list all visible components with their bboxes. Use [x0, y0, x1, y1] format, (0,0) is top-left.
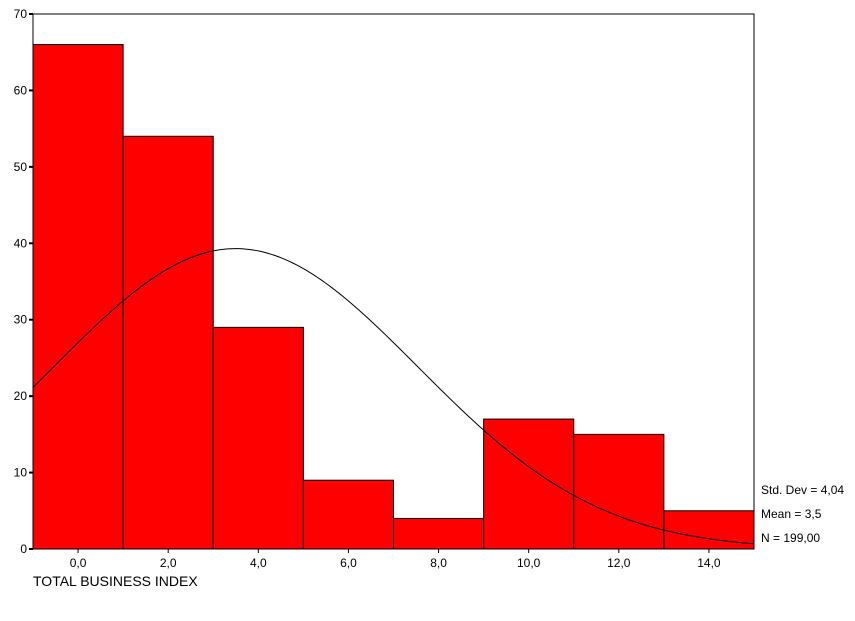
y-tick-label: 0 [20, 542, 27, 556]
histogram-bar [393, 517, 485, 550]
histogram-bar [302, 479, 394, 550]
normal-curve [32, 248, 755, 545]
stat-std-dev: Std. Dev = 4,04 [761, 483, 844, 497]
stat-mean: Mean = 3,5 [761, 507, 822, 521]
x-tick-label: 6,0 [340, 556, 357, 570]
plot-frame [32, 13, 755, 550]
y-axis: 0 10 20 30 40 50 60 70 [14, 7, 33, 556]
y-tick-label: 70 [14, 7, 28, 21]
histogram-bar [212, 326, 304, 550]
x-tick-label: 2,0 [160, 556, 177, 570]
bars-layer [32, 44, 755, 550]
x-tick-label: 0,0 [70, 556, 87, 570]
histogram-bar [573, 433, 665, 550]
x-tick-label: 4,0 [250, 556, 267, 570]
histogram-bar [122, 135, 214, 550]
x-axis: 0,0 2,0 4,0 6,0 8,0 10,0 12,0 14,0 [70, 549, 721, 570]
histogram-bar [663, 510, 755, 550]
y-tick-label: 60 [14, 83, 28, 97]
x-tick-label: 14,0 [697, 556, 721, 570]
x-axis-title: TOTAL BUSINESS INDEX [33, 573, 198, 589]
histogram-bar [32, 44, 124, 550]
histogram-bar [483, 418, 575, 550]
x-tick-label: 8,0 [430, 556, 447, 570]
y-tick-label: 50 [14, 160, 28, 174]
y-tick-label: 20 [14, 389, 28, 403]
stat-n: N = 199,00 [761, 531, 820, 545]
x-tick-label: 12,0 [607, 556, 631, 570]
y-tick-label: 40 [14, 236, 28, 250]
y-tick-label: 30 [14, 313, 28, 327]
y-tick-label: 10 [14, 466, 28, 480]
x-tick-label: 10,0 [517, 556, 541, 570]
stats-box: Std. Dev = 4,04 Mean = 3,5 N = 199,00 [761, 483, 844, 545]
